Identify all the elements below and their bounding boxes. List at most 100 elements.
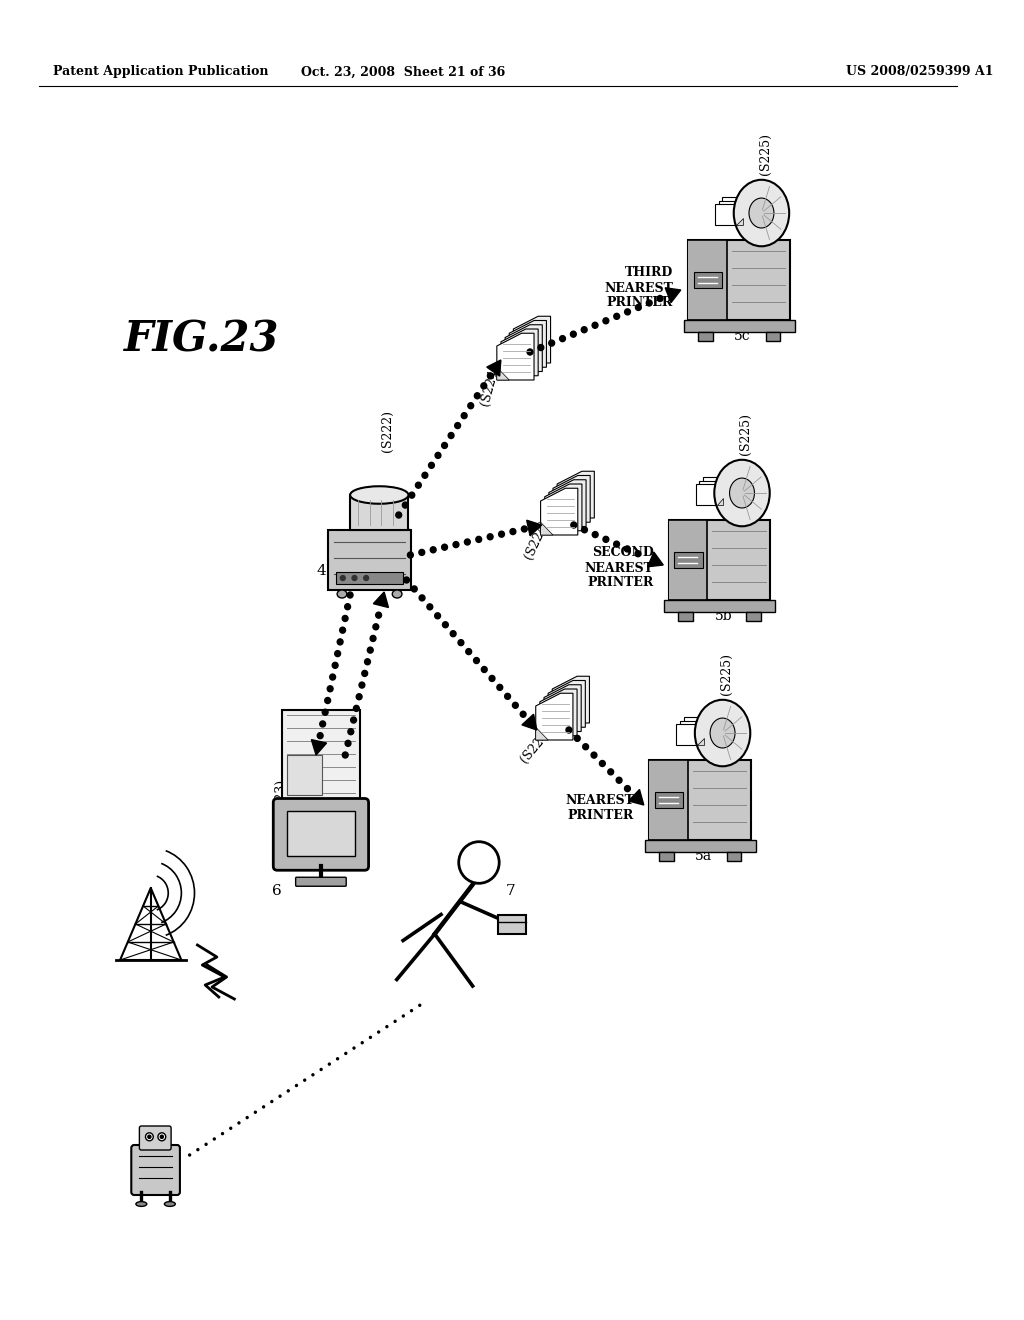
Polygon shape [557, 471, 594, 517]
Circle shape [538, 345, 544, 351]
Circle shape [376, 612, 382, 618]
Circle shape [348, 729, 353, 735]
FancyBboxPatch shape [675, 552, 702, 568]
Circle shape [340, 576, 345, 581]
Ellipse shape [749, 198, 774, 228]
Circle shape [570, 331, 577, 337]
Text: 6: 6 [272, 884, 282, 898]
Circle shape [312, 1073, 314, 1076]
FancyBboxPatch shape [336, 572, 403, 583]
Polygon shape [548, 681, 586, 727]
Circle shape [402, 1015, 404, 1016]
Polygon shape [545, 484, 582, 531]
Circle shape [370, 1036, 372, 1039]
Circle shape [158, 1133, 166, 1140]
Text: (S225): (S225) [739, 413, 752, 455]
Circle shape [583, 743, 589, 750]
Text: (S224): (S224) [517, 725, 554, 766]
Circle shape [582, 327, 587, 333]
Circle shape [466, 648, 472, 655]
FancyBboxPatch shape [273, 799, 369, 870]
Circle shape [345, 741, 351, 746]
Circle shape [592, 532, 598, 537]
Circle shape [361, 1041, 364, 1044]
Circle shape [288, 1090, 289, 1092]
Polygon shape [680, 721, 708, 742]
Text: SECOND
NEAREST
PRINTER: SECOND NEAREST PRINTER [585, 546, 653, 590]
Circle shape [340, 627, 345, 634]
Circle shape [412, 586, 417, 591]
Ellipse shape [165, 1201, 175, 1206]
Circle shape [512, 702, 518, 709]
Polygon shape [697, 738, 703, 746]
Circle shape [458, 640, 464, 645]
FancyBboxPatch shape [139, 1126, 171, 1150]
Circle shape [246, 1117, 248, 1118]
Circle shape [657, 296, 663, 301]
Polygon shape [695, 484, 723, 506]
Ellipse shape [337, 590, 347, 598]
Circle shape [161, 1135, 164, 1138]
FancyBboxPatch shape [766, 331, 780, 342]
Text: US 2008/0259399 A1: US 2008/0259399 A1 [846, 66, 993, 78]
Circle shape [329, 1063, 331, 1065]
Circle shape [147, 1135, 151, 1138]
Ellipse shape [695, 700, 751, 767]
Circle shape [386, 1026, 388, 1028]
FancyBboxPatch shape [131, 1144, 180, 1195]
Text: (S223): (S223) [273, 779, 287, 821]
Text: (S224): (S224) [478, 363, 502, 407]
Circle shape [473, 657, 479, 664]
Polygon shape [723, 197, 751, 218]
Circle shape [342, 752, 348, 758]
Circle shape [616, 777, 622, 783]
Polygon shape [497, 367, 509, 380]
FancyBboxPatch shape [287, 755, 322, 795]
FancyBboxPatch shape [688, 240, 790, 321]
Text: THIRD
NEAREST
PRINTER: THIRD NEAREST PRINTER [604, 267, 673, 309]
Circle shape [205, 1143, 207, 1146]
Circle shape [402, 502, 409, 508]
Ellipse shape [136, 1201, 146, 1206]
Circle shape [188, 1154, 190, 1156]
Circle shape [635, 550, 641, 557]
Circle shape [451, 631, 456, 636]
Circle shape [330, 675, 336, 680]
Circle shape [321, 1068, 323, 1071]
Polygon shape [497, 333, 535, 380]
Polygon shape [717, 498, 723, 506]
Polygon shape [541, 523, 553, 535]
Circle shape [271, 1101, 272, 1102]
Circle shape [592, 322, 598, 329]
Circle shape [368, 647, 373, 653]
Circle shape [373, 624, 379, 630]
Circle shape [419, 549, 425, 556]
Text: Oct. 23, 2008  Sheet 21 of 36: Oct. 23, 2008 Sheet 21 of 36 [301, 66, 506, 78]
Circle shape [353, 1047, 355, 1049]
Ellipse shape [734, 180, 790, 247]
Ellipse shape [715, 459, 770, 527]
Circle shape [520, 711, 526, 717]
Circle shape [337, 639, 343, 645]
Circle shape [521, 525, 527, 532]
Circle shape [416, 482, 421, 488]
FancyBboxPatch shape [649, 759, 688, 841]
Circle shape [145, 1133, 154, 1140]
Circle shape [625, 785, 631, 792]
Circle shape [328, 686, 333, 692]
Polygon shape [736, 218, 742, 226]
Ellipse shape [350, 486, 409, 504]
Circle shape [441, 544, 447, 550]
Circle shape [365, 659, 371, 665]
Circle shape [613, 541, 620, 546]
Circle shape [403, 577, 410, 583]
Circle shape [613, 313, 620, 319]
Circle shape [461, 413, 467, 418]
Circle shape [238, 1122, 240, 1123]
Circle shape [325, 697, 331, 704]
Text: 5a: 5a [695, 849, 713, 863]
Polygon shape [676, 725, 703, 746]
Circle shape [370, 635, 376, 642]
Text: 5c: 5c [734, 329, 751, 343]
Polygon shape [647, 552, 664, 566]
